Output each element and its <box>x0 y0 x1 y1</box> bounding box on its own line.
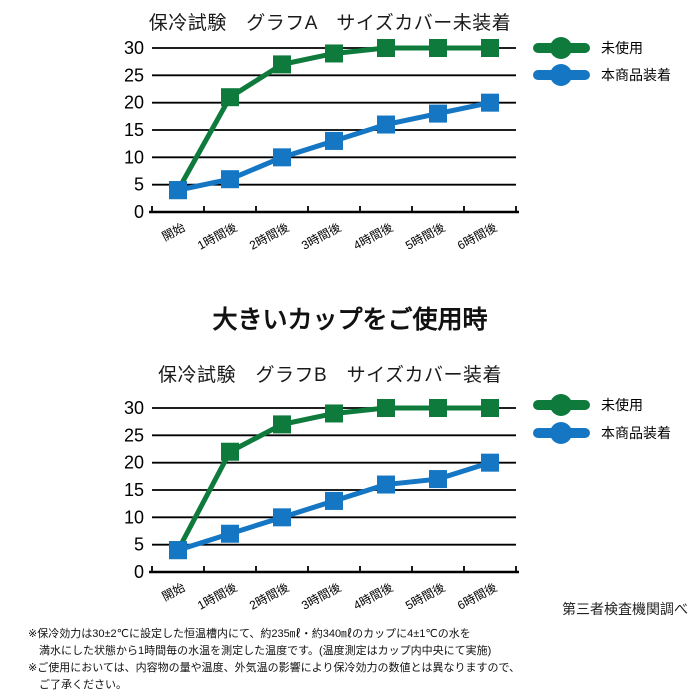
legend-a-unused-label: 未使用 <box>601 40 643 56</box>
chart-b-plot: 0 5 10 15 20 25 30 開始 1時間後 2時間後 3時間後 4時間後 5時間後 6時間後 <box>0 398 560 628</box>
legend-a-product-label: 本商品装着 <box>601 67 671 83</box>
chart-a-canvas: 0 5 10 15 20 25 30 開始 1時間後 2時間後 3時間後 4時間後 5時間後 6時間後 <box>124 38 519 253</box>
svg-text:30: 30 <box>124 38 144 58</box>
svg-text:開始: 開始 <box>160 580 188 604</box>
svg-text:開始: 開始 <box>160 220 188 244</box>
footnote-line: ※保冷効力は30±2℃に設定した恒温槽内にて、約235㎖・約340㎖のカップに4… <box>28 628 471 640</box>
legend-marker-blue-icon <box>533 422 590 444</box>
svg-text:2時間後: 2時間後 <box>247 220 291 252</box>
svg-text:2時間後: 2時間後 <box>247 580 291 612</box>
svg-text:5: 5 <box>134 175 144 195</box>
svg-text:4時間後: 4時間後 <box>351 580 395 612</box>
svg-text:10: 10 <box>124 507 144 527</box>
svg-text:3時間後: 3時間後 <box>299 580 343 612</box>
svg-text:0: 0 <box>134 202 144 222</box>
footnotes: ※保冷効力は30±2℃に設定した恒温槽内にて、約235㎖・約340㎖のカップに4… <box>28 626 628 694</box>
svg-text:20: 20 <box>124 93 144 113</box>
legend-b-product: 本商品装着 <box>533 422 698 444</box>
legend-marker-green-icon <box>533 37 590 59</box>
source-note: 第三者検査機関調べ <box>562 601 688 617</box>
chart-b-canvas: 0 5 10 15 20 25 30 開始 1時間後 2時間後 3時間後 4時間後 5時間後 6時間後 <box>124 398 519 613</box>
svg-text:20: 20 <box>124 453 144 473</box>
svg-text:5時間後: 5時間後 <box>403 580 447 612</box>
svg-text:0: 0 <box>134 562 144 582</box>
svg-text:10: 10 <box>124 147 144 167</box>
chart-b-title: 保冷試験 グラフB サイズカバー装着 <box>157 365 503 386</box>
footnote-line: 満水にした状態から1時間毎の水温を測定した温度です。(温度測定はカップ内中央にて… <box>39 645 492 657</box>
svg-text:15: 15 <box>124 480 144 500</box>
svg-text:1時間後: 1時間後 <box>195 580 239 612</box>
svg-text:6時間後: 6時間後 <box>455 220 499 252</box>
chart-a-plot: 0 5 10 15 20 25 30 開始 1時間後 2時間後 3時間後 4時間後 5時間後 6時間後 <box>0 38 560 268</box>
legend-a-unused: 未使用 <box>533 37 698 59</box>
legend-marker-green-icon <box>533 394 590 416</box>
legend-b-product-label: 本商品装着 <box>601 425 671 441</box>
footnote-line: ご了承ください。 <box>39 679 127 691</box>
svg-text:6時間後: 6時間後 <box>455 580 499 612</box>
legend-marker-blue-icon <box>533 64 590 86</box>
svg-text:3時間後: 3時間後 <box>299 220 343 252</box>
svg-text:25: 25 <box>124 65 144 85</box>
svg-text:25: 25 <box>124 425 144 445</box>
legend-b-unused-label: 未使用 <box>601 397 643 413</box>
legend-a-product: 本商品装着 <box>533 64 698 86</box>
chart-a-title: 保冷試験 グラフA サイズカバー未装着 <box>148 13 512 34</box>
svg-text:1時間後: 1時間後 <box>195 220 239 252</box>
section-heading: 大きいカップをご使用時 <box>212 306 488 334</box>
svg-text:4時間後: 4時間後 <box>351 220 395 252</box>
svg-text:5時間後: 5時間後 <box>403 220 447 252</box>
svg-text:5: 5 <box>134 535 144 555</box>
footnote-line: ※ご使用においては、内容物の量や温度、外気温の影響により保冷効力の数値とは異なり… <box>28 662 521 674</box>
svg-text:30: 30 <box>124 398 144 418</box>
legend-b-unused: 未使用 <box>533 394 698 416</box>
svg-text:15: 15 <box>124 120 144 140</box>
